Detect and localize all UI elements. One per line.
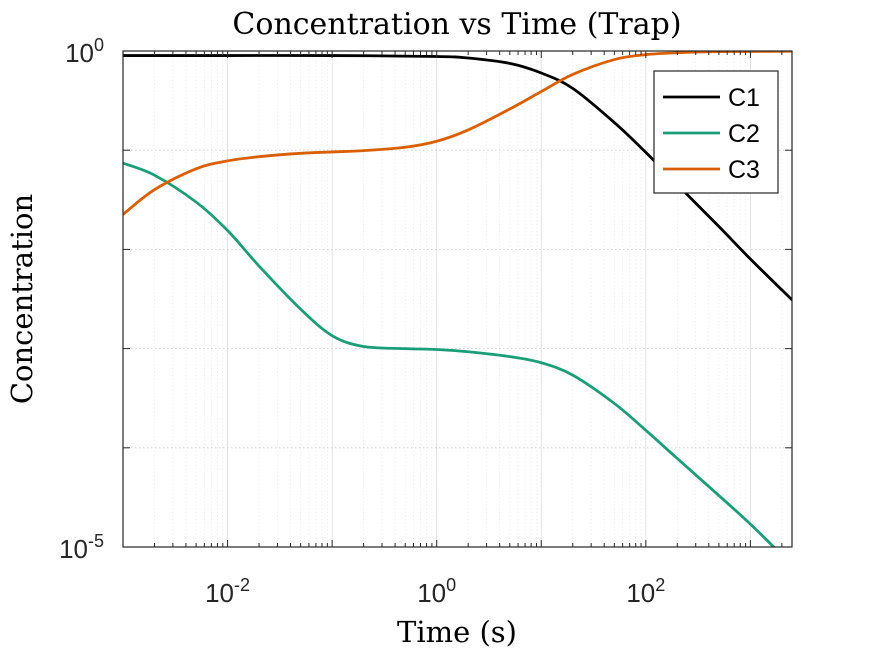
series-line-c2 <box>123 161 776 547</box>
y-tick-label: 100 <box>65 35 104 68</box>
series-group <box>123 51 792 547</box>
legend-label: C2 <box>728 120 760 148</box>
x-tick-label: 100 <box>417 575 456 608</box>
axes-box <box>122 50 793 548</box>
legend-entry-c1: C1 <box>663 84 760 112</box>
chart-title: Concentration vs Time (Trap) <box>232 7 681 42</box>
legend: C1 C2 C3 <box>653 70 779 194</box>
x-tick-label: 10-2 <box>205 575 250 608</box>
x-tick-label: 102 <box>626 575 665 608</box>
x-axis-label: Time (s) <box>397 615 517 649</box>
tick-labels: 10-2 100 102 100 10-5 <box>59 35 665 608</box>
series-line-c3 <box>123 51 792 216</box>
y-tick-label: 10-5 <box>59 531 104 564</box>
legend-entry-c2: C2 <box>663 120 760 148</box>
ticks <box>122 50 792 548</box>
series-line-c1 <box>123 54 792 302</box>
legend-label: C1 <box>728 84 760 112</box>
y-axis-label: Concentration <box>5 194 39 404</box>
legend-entry-c3: C3 <box>663 156 760 184</box>
legend-label: C3 <box>728 156 760 184</box>
